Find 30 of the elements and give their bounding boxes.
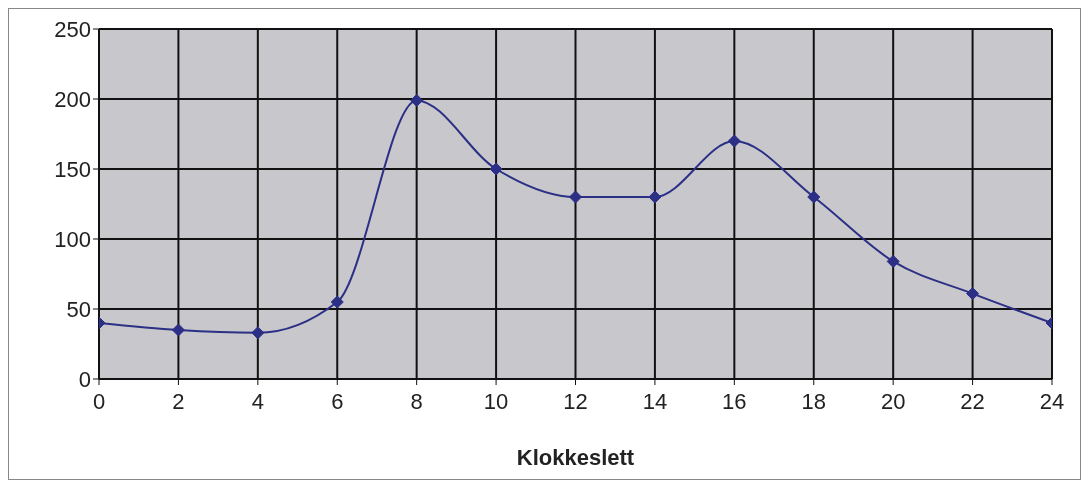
point [489,162,503,176]
point [569,190,582,204]
point [966,287,980,301]
point [410,93,424,107]
x-tick-label: 22 [960,388,985,414]
point [648,190,662,204]
point [171,323,185,337]
x-tick-label: 8 [410,388,423,414]
point [330,295,344,309]
point [807,190,821,204]
x-tick-label: 4 [251,388,264,414]
x-axis-title: Klokkeslett [516,445,635,470]
x-tick-label: 16 [722,388,747,414]
x-tick-label: 6 [331,388,344,414]
point [886,254,900,268]
x-tick-label: 12 [563,388,588,414]
point [251,326,265,340]
y-tick-label: 250 [54,16,91,42]
x-tick-label: 2 [172,388,185,414]
point [727,134,741,148]
x-tick-label: 20 [880,388,906,414]
y-tick-label: 100 [54,226,91,252]
y-tick-label: 150 [54,156,91,182]
y-tick-label: 0 [78,366,91,392]
y-tick-label: 50 [66,296,91,322]
x-tick-label: 10 [483,388,509,414]
y-tick-label: 200 [54,86,91,112]
x-tick-label: 18 [801,388,826,414]
x-tick-label: 14 [642,388,668,414]
x-tick-label: 24 [1039,388,1065,414]
